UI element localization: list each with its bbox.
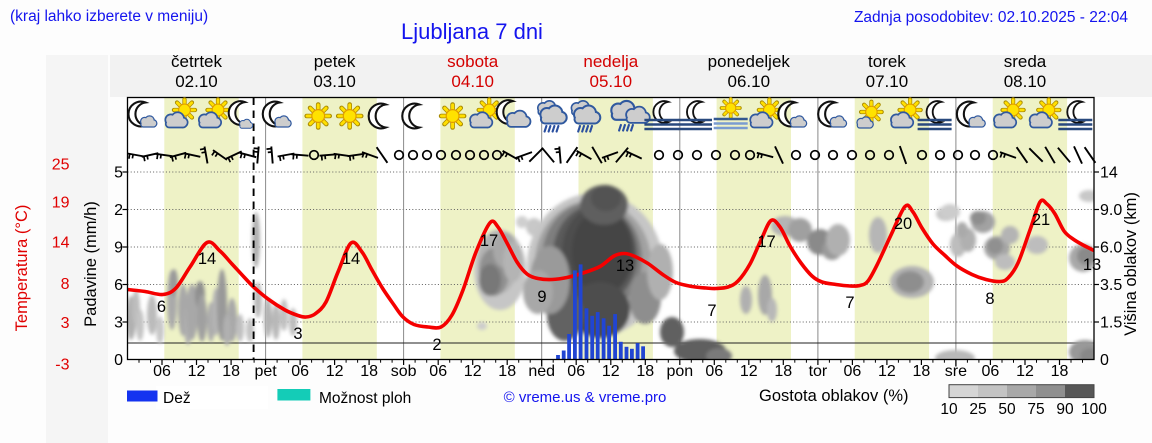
svg-text:19: 19 xyxy=(52,195,70,212)
svg-text:05.10: 05.10 xyxy=(590,72,633,91)
svg-text:08.10: 08.10 xyxy=(1004,72,1047,91)
svg-text:Višina oblakov (km): Višina oblakov (km) xyxy=(1122,192,1140,336)
svg-text:13: 13 xyxy=(1083,256,1101,274)
svg-text:(kraj lahko izberete v meniju): (kraj lahko izberete v meniju) xyxy=(10,8,208,25)
svg-text:6: 6 xyxy=(114,277,123,294)
svg-text:18: 18 xyxy=(636,363,654,380)
svg-text:sreda: sreda xyxy=(1004,52,1047,71)
svg-text:četrtek: četrtek xyxy=(171,52,223,71)
svg-text:06: 06 xyxy=(567,363,585,380)
svg-text:02.10: 02.10 xyxy=(175,72,218,91)
svg-text:pet: pet xyxy=(254,363,277,380)
svg-text:petek: petek xyxy=(314,52,356,71)
svg-text:25: 25 xyxy=(969,401,986,418)
svg-text:18: 18 xyxy=(774,363,792,380)
svg-text:0: 0 xyxy=(114,352,123,369)
svg-text:06: 06 xyxy=(705,363,723,380)
svg-text:18: 18 xyxy=(498,363,516,380)
svg-text:© vreme.us & vreme.pro: © vreme.us & vreme.pro xyxy=(504,389,667,406)
svg-text:sob: sob xyxy=(391,363,417,380)
svg-text:14: 14 xyxy=(198,250,216,268)
svg-text:tor: tor xyxy=(809,363,828,380)
svg-text:Gostota oblakov (%): Gostota oblakov (%) xyxy=(759,387,908,405)
svg-text:Padavine (mm/h): Padavine (mm/h) xyxy=(82,201,100,327)
svg-text:18: 18 xyxy=(360,363,378,380)
svg-text:17: 17 xyxy=(757,233,775,251)
svg-text:21: 21 xyxy=(1032,211,1050,229)
svg-text:nedelja: nedelja xyxy=(583,52,638,71)
svg-text:3: 3 xyxy=(114,315,123,332)
svg-text:3: 3 xyxy=(61,315,70,332)
svg-text:2: 2 xyxy=(114,202,123,219)
svg-text:06: 06 xyxy=(844,363,862,380)
svg-text:8: 8 xyxy=(985,290,994,308)
svg-text:75: 75 xyxy=(1027,401,1044,418)
svg-text:12: 12 xyxy=(1016,363,1034,380)
svg-text:9: 9 xyxy=(114,240,123,257)
svg-text:03.10: 03.10 xyxy=(313,72,356,91)
svg-text:100: 100 xyxy=(1081,401,1107,418)
svg-text:3.5: 3.5 xyxy=(1100,277,1122,294)
svg-text:6.0: 6.0 xyxy=(1100,240,1122,257)
svg-text:sre: sre xyxy=(945,363,967,380)
svg-text:18: 18 xyxy=(913,363,931,380)
svg-text:18: 18 xyxy=(1051,363,1069,380)
svg-text:90: 90 xyxy=(1056,401,1074,418)
svg-text:12: 12 xyxy=(188,363,206,380)
svg-text:12: 12 xyxy=(740,363,758,380)
svg-text:14: 14 xyxy=(52,235,70,252)
svg-text:Temperatura (°C): Temperatura (°C) xyxy=(13,205,31,332)
svg-text:Možnost ploh: Možnost ploh xyxy=(319,390,411,407)
svg-text:17: 17 xyxy=(480,232,498,250)
svg-text:07.10: 07.10 xyxy=(866,72,909,91)
svg-text:ned: ned xyxy=(528,363,555,380)
svg-text:Dež: Dež xyxy=(163,390,191,407)
svg-text:Ljubljana 7 dni: Ljubljana 7 dni xyxy=(401,19,543,44)
svg-text:-3: -3 xyxy=(55,357,69,374)
svg-text:ponedeljek: ponedeljek xyxy=(708,52,791,71)
svg-text:18: 18 xyxy=(222,363,240,380)
svg-text:3: 3 xyxy=(293,325,302,343)
svg-text:10: 10 xyxy=(940,401,958,418)
svg-text:06: 06 xyxy=(982,363,1000,380)
svg-text:9: 9 xyxy=(537,288,546,306)
svg-text:7: 7 xyxy=(707,302,716,320)
svg-text:Zadnja posodobitev: 02.10.2025: Zadnja posodobitev: 02.10.2025 - 22:04 xyxy=(854,9,1128,26)
svg-text:06.10: 06.10 xyxy=(728,72,771,91)
svg-text:1.5: 1.5 xyxy=(1100,315,1122,332)
svg-text:06: 06 xyxy=(153,363,171,380)
svg-text:2: 2 xyxy=(432,336,441,354)
svg-text:20: 20 xyxy=(894,215,912,233)
svg-text:14: 14 xyxy=(1100,165,1118,182)
svg-text:sobota: sobota xyxy=(447,52,499,71)
svg-text:12: 12 xyxy=(602,363,620,380)
svg-text:9.0: 9.0 xyxy=(1100,202,1122,219)
svg-text:13: 13 xyxy=(616,257,634,275)
svg-text:50: 50 xyxy=(998,401,1016,418)
svg-text:0: 0 xyxy=(1100,352,1109,369)
svg-text:25: 25 xyxy=(52,157,70,174)
svg-text:torek: torek xyxy=(868,52,906,71)
svg-text:12: 12 xyxy=(326,363,344,380)
svg-text:04.10: 04.10 xyxy=(451,72,494,91)
svg-text:5: 5 xyxy=(114,165,123,182)
svg-text:12: 12 xyxy=(464,363,482,380)
svg-text:8: 8 xyxy=(61,276,70,293)
svg-text:06: 06 xyxy=(429,363,447,380)
svg-text:pon: pon xyxy=(666,363,693,380)
svg-text:7: 7 xyxy=(845,294,854,312)
svg-text:14: 14 xyxy=(342,250,360,268)
svg-text:12: 12 xyxy=(878,363,896,380)
svg-text:06: 06 xyxy=(291,363,309,380)
svg-text:6: 6 xyxy=(157,298,166,316)
